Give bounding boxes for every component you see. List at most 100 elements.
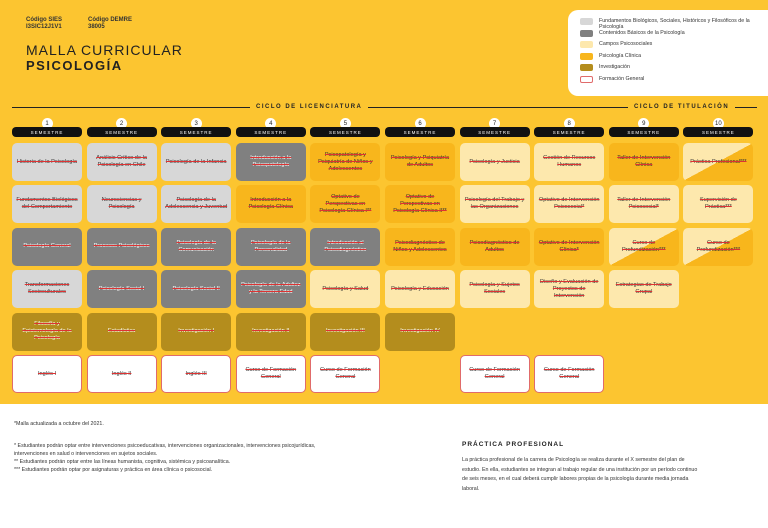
semester-label: SEMESTRE: [235, 127, 306, 137]
course: Psicodiagnóstico de Adultos: [459, 227, 530, 266]
semester-label: SEMESTRE: [459, 127, 530, 137]
course: Psicología General: [12, 227, 82, 266]
code-label: Código SIES: [26, 17, 62, 23]
footnote: *** Estudiantes podrán optar por asignat…: [14, 467, 213, 473]
course: Psicología Social I: [86, 270, 157, 309]
course: Transformaciones Socioculturales: [12, 270, 82, 309]
course: Psicología de la Comunicación: [161, 227, 232, 266]
course: Psicopatología y Psiquiatría de Niños y …: [310, 143, 381, 181]
course: Neurociencias y Psicología: [86, 185, 157, 224]
semester-number: 8: [563, 118, 575, 129]
semester-number: 6: [414, 118, 426, 129]
legend-label: Contenidos Básicos de la Psicología: [599, 29, 685, 36]
legend-item: Psicología Clínica: [580, 52, 750, 60]
course: Optativo de Perspectivas en Psicología C…: [310, 185, 381, 224]
legend-item: Formación General: [580, 75, 750, 83]
code-label: Código DEMRE: [88, 17, 132, 23]
semester-label: SEMESTRE: [161, 127, 232, 137]
course: Taller de Intervención Psicosocial*: [608, 185, 679, 224]
course: Optativo de Intervención Clínica*: [534, 227, 605, 266]
course: Introducción a la Psicología Clínica: [235, 185, 306, 224]
course: Fundamentos Biológicos del Comportamient…: [12, 185, 82, 224]
course: Psicología de la Infancia: [161, 143, 232, 181]
cycle-label: CICLO DE TITULACIÓN: [628, 104, 736, 110]
course: Investigación III: [310, 312, 381, 351]
course: Curso de Formación General: [534, 355, 605, 393]
legend-swatch: [580, 18, 593, 25]
subtitle: PSICOLOGÍA: [26, 58, 123, 73]
course: Psicología Social II: [161, 270, 232, 309]
legend-swatch: [580, 41, 593, 48]
semester-label: SEMESTRE: [534, 127, 605, 137]
course: Inglés I: [12, 355, 82, 393]
legend-swatch: [580, 52, 593, 60]
semester-number: 7: [489, 118, 501, 129]
course: Psicología y Sujetos Sociales: [459, 270, 530, 309]
semester-number: 5: [339, 118, 351, 129]
course: Psicología y Educación: [385, 270, 455, 309]
course: Diseño y Evaluación de Proyectos de Inte…: [534, 270, 605, 309]
course: Investigación IV: [385, 312, 455, 351]
legend-label: Fundamentos Biológicos, Sociales, Histór…: [599, 18, 750, 30]
semester-label: SEMESTRE: [310, 127, 381, 137]
course: Taller de Intervención Clínica: [608, 143, 679, 181]
course: Optativo de Intervención Psicosocial*: [534, 185, 605, 224]
course: Psicología y Psiquiatría de Adultos: [385, 143, 455, 181]
course: Inglés II: [86, 355, 157, 393]
code-value: I3SIC12J1V1: [26, 24, 62, 30]
course: Psicología del Trabajo y las Organizacio…: [459, 185, 530, 224]
course: Supervisión de Práctica***: [683, 185, 754, 224]
course: Inglés III: [161, 355, 232, 393]
legend-label: Investigación: [599, 64, 630, 70]
course: Gestión de Recursos Humanos: [534, 143, 605, 181]
code-value: 38005: [88, 24, 105, 30]
legend-swatch: [580, 75, 593, 83]
semester-label: SEMESTRE: [12, 127, 82, 137]
course: Análisis Crítico de la Psicología en Chi…: [86, 143, 157, 181]
course: Estadística: [86, 312, 157, 351]
course: Psicología de la Personalidad: [235, 227, 306, 266]
legend-item: Campos Psicosociales: [580, 41, 750, 48]
course: Curso de Formación General: [235, 355, 306, 393]
footnotes: * Estudiantes podrán optar entre interve…: [14, 442, 344, 474]
course: Investigación I: [161, 312, 232, 351]
legend-item: Fundamentos Biológicos, Sociales, Histór…: [580, 18, 750, 30]
legend-item: Contenidos Básicos de la Psicología: [580, 29, 750, 37]
legend-swatch: [580, 29, 593, 37]
course: Introducción al Psicodiagnóstico: [310, 227, 381, 266]
legend-label: Psicología Clínica: [599, 52, 642, 59]
semester-number: 1: [41, 118, 53, 129]
update-note: *Malla actualizada a octubre del 2021.: [14, 421, 104, 427]
course: Historia de la Psicología: [12, 143, 82, 181]
title: MALLA CURRICULAR: [26, 42, 183, 58]
course: Curso de Profundización***: [608, 227, 679, 266]
course: Psicología de la Adultez y la Tercera Ed…: [235, 270, 306, 309]
legend: Fundamentos Biológicos, Sociales, Histór…: [568, 10, 768, 96]
legend-label: Formación General: [599, 75, 645, 82]
cycle-label: CICLO DE LICENCIATURA: [250, 104, 369, 110]
course: Introducción a la Psicopatología: [235, 143, 306, 181]
semester-number: 3: [190, 118, 202, 129]
footnote: ** Estudiantes podrán optar entre las lí…: [14, 459, 231, 465]
course: Curso de Profundización***: [683, 227, 754, 266]
semester-label: SEMESTRE: [86, 127, 157, 137]
course: Curso de Formación General: [459, 355, 530, 393]
course: Procesos Psicológicos: [86, 227, 157, 266]
legend-label: Campos Psicosociales: [599, 41, 653, 47]
course: Psicología y Salud: [310, 270, 381, 309]
semester-label: SEMESTRE: [608, 127, 679, 137]
course: Psicodiagnóstico de Niños y Adolescentes: [385, 227, 455, 266]
legend-item: Investigación: [580, 64, 750, 71]
course: Curso de Formación General: [310, 355, 381, 393]
practice-title: PRÁCTICA PROFESIONAL: [462, 441, 565, 448]
course: Filosofía y Epistemología de la Psicolog…: [12, 312, 82, 351]
semester-number: 9: [638, 118, 650, 129]
course: Optativo de Perspectivas en Psicología C…: [385, 185, 455, 224]
footnote: * Estudiantes podrán optar entre interve…: [14, 443, 316, 457]
practice-text: La práctica profesional de la carrera de…: [462, 457, 698, 492]
course: Psicología de la Adolescencia y Juventud: [161, 185, 232, 224]
course: Investigación II: [235, 312, 306, 351]
semester-label: SEMESTRE: [683, 127, 754, 137]
semester-number: 4: [265, 118, 277, 129]
